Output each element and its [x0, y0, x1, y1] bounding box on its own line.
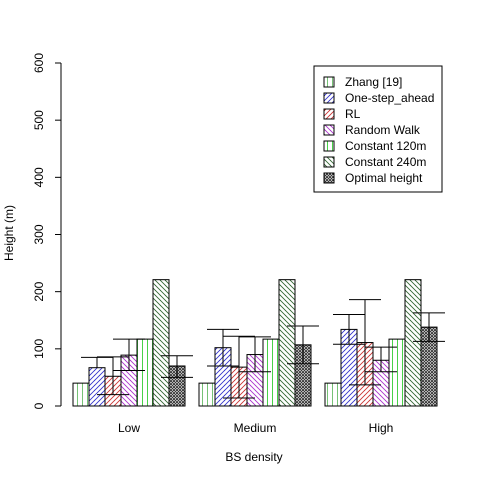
legend: Zhang [19] One-step_ahead RL Random Walk Con…	[313, 65, 443, 193]
y-tick-label: 200	[32, 281, 46, 301]
legend-entry: Constant 120m	[345, 139, 426, 153]
y-tick-label: 100	[32, 339, 46, 359]
x-axis-label: BS density	[225, 450, 282, 464]
y-tick-label: 400	[32, 167, 46, 187]
legend-entry: Zhang [19]	[345, 75, 402, 89]
y-tick-label: 600	[32, 53, 46, 73]
legend-entry: One-step_ahead	[345, 91, 434, 105]
bar	[278, 279, 296, 407]
legend-swatch	[323, 92, 335, 104]
bar	[88, 367, 106, 407]
legend-swatch	[323, 108, 335, 120]
x-tick-label: High	[369, 421, 394, 435]
legend-swatch	[323, 156, 335, 168]
legend-entry: Constant 240m	[345, 155, 426, 169]
bar	[262, 338, 280, 407]
y-axis: 0 100 200 300 400 500 600	[32, 53, 62, 409]
y-tick-label: 500	[32, 110, 46, 130]
legend-entry: Optimal height	[345, 171, 423, 185]
bar	[388, 338, 406, 407]
legend-entry: Random Walk	[345, 123, 421, 137]
y-axis-label: Height (m)	[2, 205, 16, 261]
bar	[72, 382, 90, 407]
x-tick-labels: Low Medium High	[118, 421, 393, 435]
bars	[72, 279, 438, 407]
y-tick-label: 0	[32, 402, 46, 409]
bar	[152, 279, 170, 407]
legend-box	[313, 65, 443, 193]
bar	[198, 382, 216, 407]
legend-swatch	[323, 172, 335, 184]
error-bars	[81, 299, 445, 399]
x-tick-label: Low	[118, 421, 140, 435]
legend-entry: RL	[345, 107, 361, 121]
bar	[404, 279, 422, 407]
legend-swatch	[323, 140, 335, 152]
x-tick-label: Medium	[234, 421, 277, 435]
bar	[324, 382, 342, 407]
bar	[136, 338, 154, 407]
y-tick-label: 300	[32, 224, 46, 244]
legend-swatch	[323, 124, 335, 136]
legend-swatch	[323, 76, 335, 88]
